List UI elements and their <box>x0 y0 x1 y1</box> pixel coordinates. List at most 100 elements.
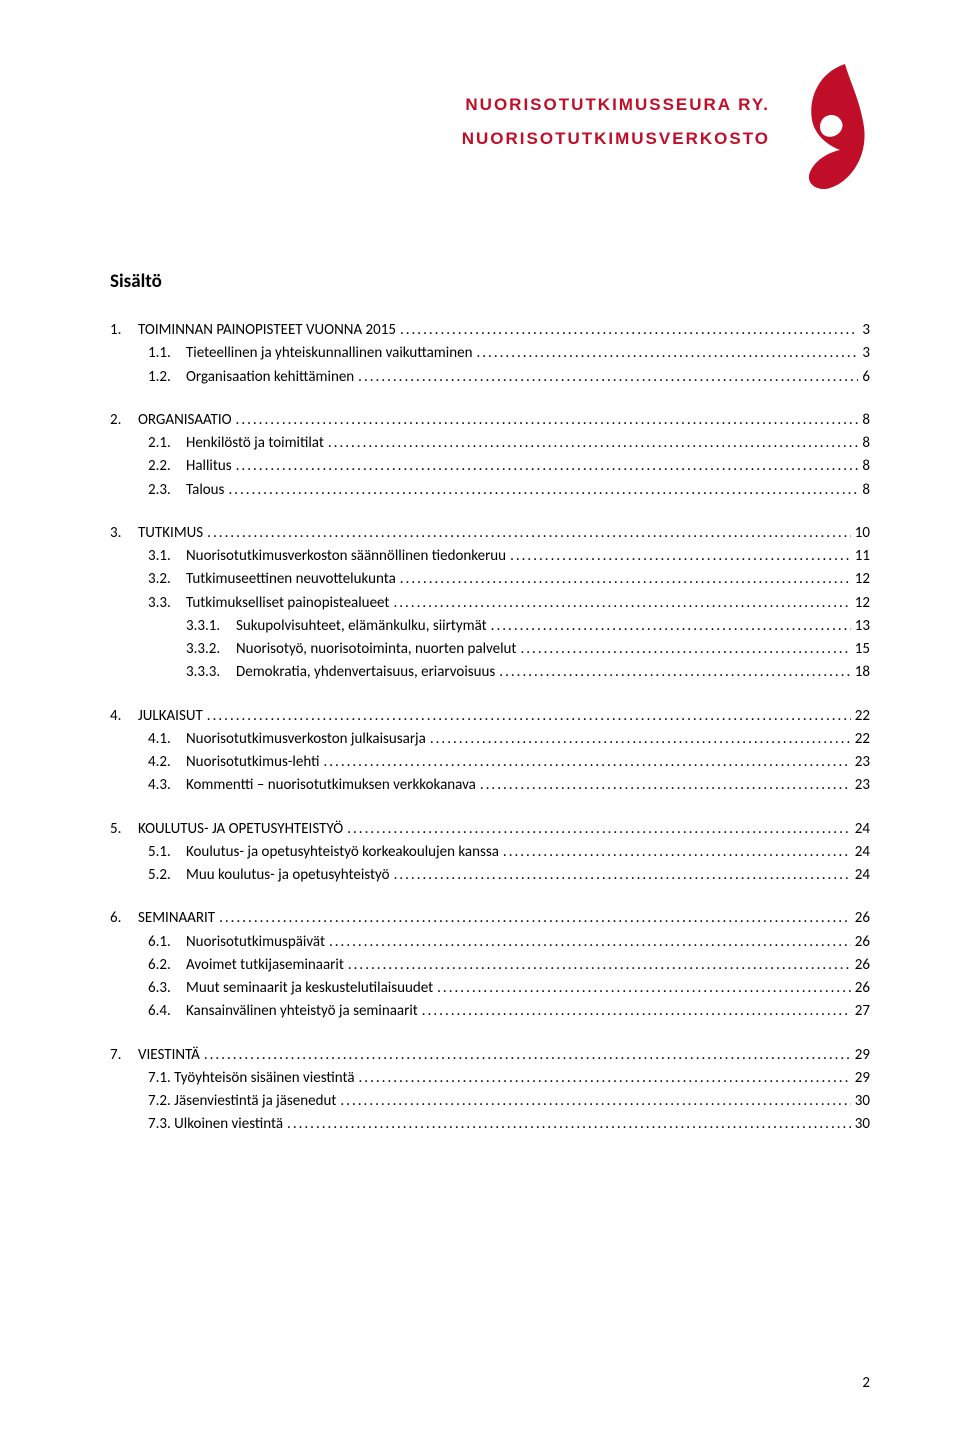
toc-entry-label: KOULUTUS- JA OPETUSYHTEISTYÖ <box>138 818 343 841</box>
toc-entry[interactable]: 2.3.Talous8 <box>110 479 870 502</box>
toc-entry-label: Nuorisotutkimusverkoston säännöllinen ti… <box>186 545 506 568</box>
toc-entry-number: 4. <box>110 705 138 728</box>
toc-entry[interactable]: 4.JULKAISUT22 <box>110 705 870 728</box>
toc-entry[interactable]: 1.2.Organisaation kehittäminen6 <box>110 366 870 389</box>
toc-entry[interactable]: 3.TUTKIMUS10 <box>110 522 870 545</box>
toc-leader-dots <box>347 818 851 841</box>
toc-entry[interactable]: 7.2. Jäsenviestintä ja jäsenedut30 <box>110 1090 870 1113</box>
toc-entry-label: Koulutus- ja opetusyhteistyö korkeakoulu… <box>186 841 499 864</box>
toc-entry-number: 6. <box>110 907 138 930</box>
toc-entry[interactable]: 4.3.Kommentti – nuorisotutkimuksen verkk… <box>110 774 870 797</box>
toc-entry-page: 24 <box>855 818 870 841</box>
toc-leader-dots <box>328 432 859 455</box>
toc-entry[interactable]: 5.2.Muu koulutus- ja opetusyhteistyö24 <box>110 864 870 887</box>
toc-entry-label: Nuorisotutkimus-lehti <box>186 751 319 774</box>
toc-entry-number: 1. <box>110 319 138 342</box>
toc-entry-number: 3.3.2. <box>186 638 236 661</box>
toc-leader-dots <box>236 455 859 478</box>
toc-entry-page: 12 <box>855 568 870 591</box>
toc-leader-dots <box>430 728 851 751</box>
document-header: NUORISOTUTKIMUSSEURA RY. NUORISOTUTKIMUS… <box>110 70 870 190</box>
toc-entry-page: 26 <box>855 977 870 1000</box>
toc-entry-label: JULKAISUT <box>138 705 203 728</box>
toc-entry-label: SEMINAARIT <box>138 907 215 930</box>
toc-entry[interactable]: 4.2.Nuorisotutkimus-lehti23 <box>110 751 870 774</box>
toc-entry-number: 4.2. <box>148 751 186 774</box>
toc-section: 7.VIESTINTÄ297.1. Työyhteisön sisäinen v… <box>110 1044 870 1137</box>
toc-entry[interactable]: 2.1.Henkilöstö ja toimitilat8 <box>110 432 870 455</box>
toc-leader-dots <box>422 1000 851 1023</box>
toc-section: 3.TUTKIMUS103.1.Nuorisotutkimusverkoston… <box>110 522 870 685</box>
toc-entry-number: 7. <box>110 1044 138 1067</box>
toc-entry-number: 3.3.3. <box>186 661 236 684</box>
toc-section: 2.ORGANISAATIO82.1.Henkilöstö ja toimiti… <box>110 409 870 502</box>
toc-entry-page: 24 <box>855 864 870 887</box>
toc-entry-page: 27 <box>855 1000 870 1023</box>
toc-entry-page: 15 <box>855 638 870 661</box>
toc-entry-number: 7.1. Työyhteisön sisäinen viestintä <box>148 1067 355 1090</box>
toc-entry-number: 6.1. <box>148 931 186 954</box>
toc-entry[interactable]: 7.3. Ulkoinen viestintä30 <box>110 1113 870 1136</box>
toc-entry[interactable]: 3.2.Tutkimuseettinen neuvottelukunta 12 <box>110 568 870 591</box>
toc-section: 5.KOULUTUS- JA OPETUSYHTEISTYÖ 245.1.Koul… <box>110 818 870 888</box>
toc-entry-page: 30 <box>855 1113 870 1136</box>
toc-entry-label: ORGANISAATIO <box>138 409 232 432</box>
toc-entry-number: 6.2. <box>148 954 186 977</box>
toc-entry[interactable]: 2.2.Hallitus8 <box>110 455 870 478</box>
toc-entry-number: 4.1. <box>148 728 186 751</box>
header-text-block: NUORISOTUTKIMUSSEURA RY. NUORISOTUTKIMUS… <box>110 70 870 156</box>
toc-entry-number: 5. <box>110 818 138 841</box>
toc-entry-label: VIESTINTÄ <box>138 1044 200 1067</box>
toc-entry-label: Tieteellinen ja yhteiskunnallinen vaikut… <box>186 342 472 365</box>
toc-entry-page: 6 <box>862 366 870 389</box>
toc-leader-dots <box>400 319 858 342</box>
toc-entry-page: 12 <box>855 592 870 615</box>
toc-entry[interactable]: 7.VIESTINTÄ29 <box>110 1044 870 1067</box>
toc-entry[interactable]: 7.1. Työyhteisön sisäinen viestintä29 <box>110 1067 870 1090</box>
toc-entry[interactable]: 2.ORGANISAATIO8 <box>110 409 870 432</box>
toc-entry[interactable]: 3.3.Tutkimukselliset painopistealueet 12 <box>110 592 870 615</box>
toc-entry-number: 2. <box>110 409 138 432</box>
toc-entry[interactable]: 3.1.Nuorisotutkimusverkoston säännölline… <box>110 545 870 568</box>
toc-entry[interactable]: 3.3.2.Nuorisotyö, nuorisotoiminta, nuort… <box>110 638 870 661</box>
toc-entry-page: 24 <box>855 841 870 864</box>
toc-entry-page: 8 <box>862 479 870 502</box>
toc-entry[interactable]: 6.1.Nuorisotutkimuspäivät 26 <box>110 931 870 954</box>
page-number: 2 <box>862 1374 870 1392</box>
toc-leader-dots <box>207 522 851 545</box>
toc-entry-label: TUTKIMUS <box>138 522 203 545</box>
toc-entry-label: Sukupolvisuhteet, elämänkulku, siirtymät <box>236 615 487 638</box>
toc-entry[interactable]: 5.1.Koulutus- ja opetusyhteistyö korkeak… <box>110 841 870 864</box>
toc-entry-page: 18 <box>855 661 870 684</box>
toc-leader-dots <box>228 479 858 502</box>
toc-entry-label: Tutkimukselliset painopistealueet <box>186 592 389 615</box>
toc-entry-number: 2.1. <box>148 432 186 455</box>
toc-entry-label: Demokratia, yhdenvertaisuus, eriarvoisuu… <box>236 661 495 684</box>
toc-entry-number: 7.2. Jäsenviestintä ja jäsenedut <box>148 1090 336 1113</box>
toc-entry[interactable]: 1.1.Tieteellinen ja yhteiskunnallinen va… <box>110 342 870 365</box>
toc-entry-label: Tutkimuseettinen neuvottelukunta <box>186 568 396 591</box>
toc-leader-dots <box>359 1067 851 1090</box>
toc-entry-label: Kansainvälinen yhteistyö ja seminaarit <box>186 1000 418 1023</box>
toc-entry-label: Nuorisotyö, nuorisotoiminta, nuorten pal… <box>236 638 516 661</box>
toc-entry[interactable]: 6.SEMINAARIT26 <box>110 907 870 930</box>
toc-entry-number: 3.2. <box>148 568 186 591</box>
toc-entry-label: TOIMINNAN PAINOPISTEET VUONNA 2015 <box>138 319 396 342</box>
toc-section: 4.JULKAISUT224.1.Nuorisotutkimusverkosto… <box>110 705 870 798</box>
toc-leader-dots <box>358 366 858 389</box>
toc-entry-label: Nuorisotutkimuspäivät <box>186 931 325 954</box>
toc-entry[interactable]: 6.3.Muut seminaarit ja keskustelutilaisu… <box>110 977 870 1000</box>
toc-entry[interactable]: 1.TOIMINNAN PAINOPISTEET VUONNA 20153 <box>110 319 870 342</box>
toc-entry[interactable]: 6.4.Kansainvälinen yhteistyö ja seminaar… <box>110 1000 870 1023</box>
toc-entry-number: 3.3. <box>148 592 186 615</box>
toc-leader-dots <box>480 774 851 797</box>
toc-entry-page: 26 <box>855 931 870 954</box>
toc-leader-dots <box>207 705 851 728</box>
toc-entry-page: 8 <box>862 455 870 478</box>
toc-entry[interactable]: 5.KOULUTUS- JA OPETUSYHTEISTYÖ 24 <box>110 818 870 841</box>
toc-entry[interactable]: 3.3.1.Sukupolvisuhteet, elämänkulku, sii… <box>110 615 870 638</box>
toc-entry[interactable]: 3.3.3.Demokratia, yhdenvertaisuus, eriar… <box>110 661 870 684</box>
toc-entry[interactable]: 4.1.Nuorisotutkimusverkoston julkaisusar… <box>110 728 870 751</box>
toc-entry[interactable]: 6.2.Avoimet tutkijaseminaarit26 <box>110 954 870 977</box>
toc-leader-dots <box>329 931 851 954</box>
